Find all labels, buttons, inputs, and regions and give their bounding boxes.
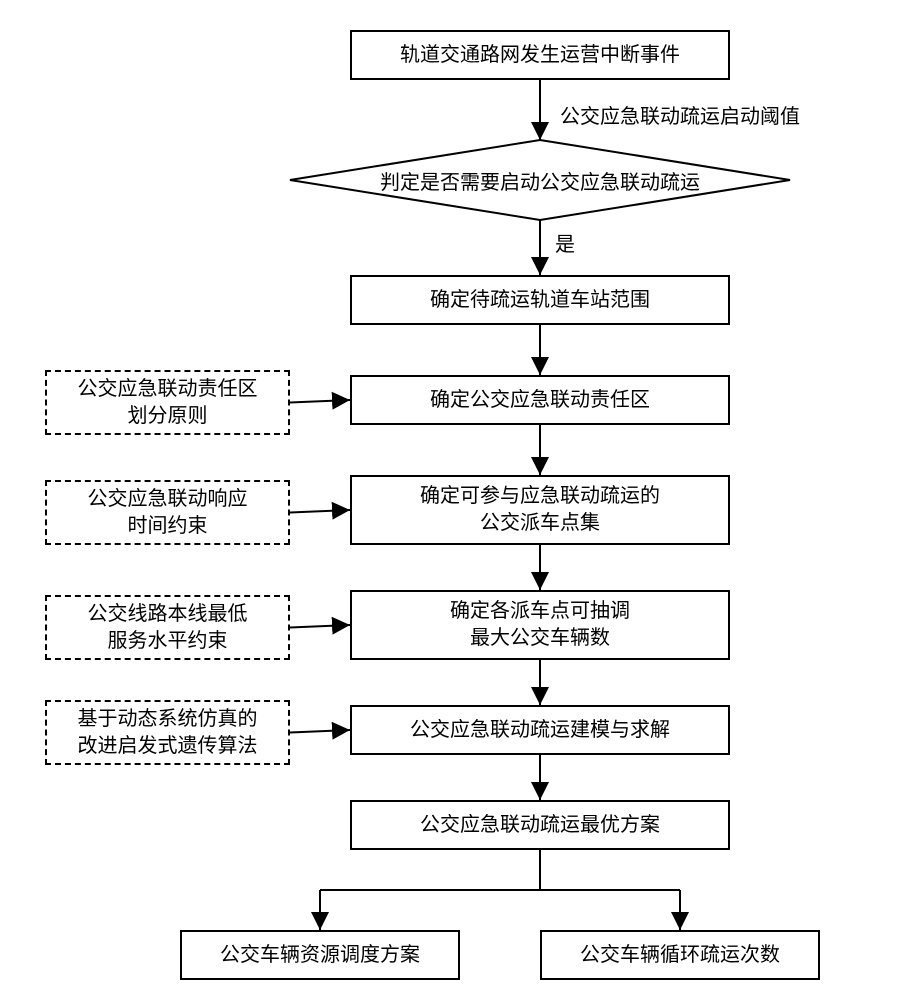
node-annot-4: 公交线路本线最低服务水平约束 bbox=[45, 595, 290, 660]
node-step-5-text: 公交应急联动疏运建模与求解 bbox=[410, 717, 670, 744]
node-step-2-text: 确定公交应急联动责任区 bbox=[430, 387, 650, 414]
node-output-2: 公交车辆循环疏运次数 bbox=[540, 930, 820, 980]
node-step-3-text: 确定可参与应急联动疏运的公交派车点集 bbox=[420, 483, 660, 537]
node-step-4-text: 确定各派车点可抽调最大公交车辆数 bbox=[450, 598, 630, 652]
node-start-text: 轨道交通路网发生运营中断事件 bbox=[400, 42, 680, 69]
node-step-6-text: 公交应急联动疏运最优方案 bbox=[420, 812, 660, 839]
node-step-5: 公交应急联动疏运建模与求解 bbox=[350, 705, 730, 755]
node-annot-3-text: 公交应急联动响应时间约束 bbox=[88, 486, 248, 540]
node-annot-3: 公交应急联动响应时间约束 bbox=[45, 480, 290, 545]
node-output-1-text: 公交车辆资源调度方案 bbox=[220, 942, 420, 969]
node-annot-5: 基于动态系统仿真的改进启发式遗传算法 bbox=[45, 700, 290, 765]
node-annot-5-text: 基于动态系统仿真的改进启发式遗传算法 bbox=[78, 706, 258, 760]
node-output-2-text: 公交车辆循环疏运次数 bbox=[580, 942, 780, 969]
node-annot-2: 公交应急联动责任区划分原则 bbox=[45, 370, 290, 435]
edge-label-yes: 是 bbox=[555, 228, 575, 257]
node-step-3: 确定可参与应急联动疏运的公交派车点集 bbox=[350, 475, 730, 545]
node-step-6: 公交应急联动疏运最优方案 bbox=[350, 800, 730, 850]
edge-label-threshold-text: 公交应急联动疏运启动阈值 bbox=[560, 106, 800, 128]
node-annot-2-text: 公交应急联动责任区划分原则 bbox=[78, 376, 258, 430]
node-step-1: 确定待疏运轨道车站范围 bbox=[350, 275, 730, 325]
edge-label-threshold: 公交应急联动疏运启动阈值 bbox=[560, 100, 800, 129]
edge-label-yes-text: 是 bbox=[555, 234, 575, 256]
node-output-1: 公交车辆资源调度方案 bbox=[180, 930, 460, 980]
node-annot-4-text: 公交线路本线最低服务水平约束 bbox=[88, 601, 248, 655]
node-start: 轨道交通路网发生运营中断事件 bbox=[350, 30, 730, 80]
node-decision: 判定是否需要启动公交应急联动疏运 bbox=[290, 140, 790, 220]
node-step-2: 确定公交应急联动责任区 bbox=[350, 375, 730, 425]
node-step-1-text: 确定待疏运轨道车站范围 bbox=[430, 287, 650, 314]
node-step-4: 确定各派车点可抽调最大公交车辆数 bbox=[350, 590, 730, 660]
